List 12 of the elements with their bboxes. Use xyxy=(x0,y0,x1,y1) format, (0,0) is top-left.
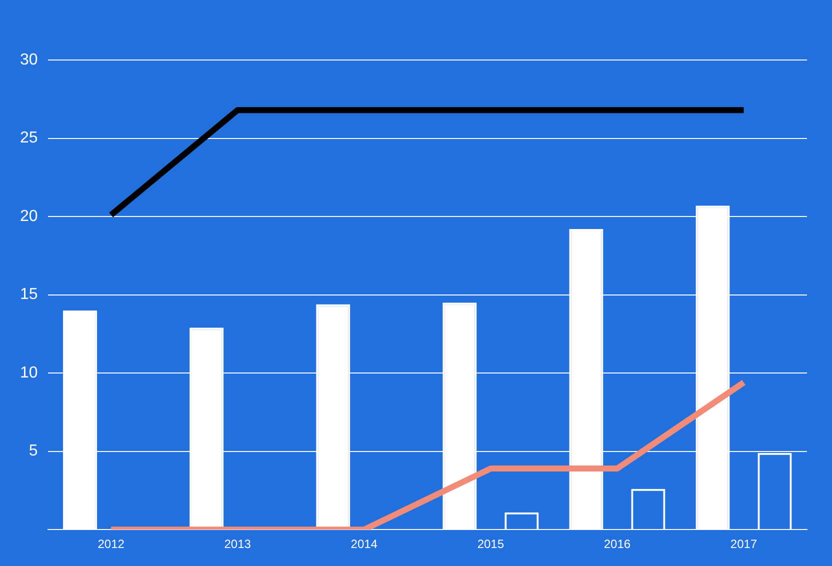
y-tick-label: 10 xyxy=(20,364,38,382)
x-tick-label: 2014 xyxy=(350,537,378,552)
y-tick-label: 5 xyxy=(28,442,38,460)
y-tick-label: 20 xyxy=(20,208,38,225)
x-tick-label: 2017 xyxy=(730,537,758,552)
x-tick-label: 2016 xyxy=(604,537,631,552)
y-tick-label: 15 xyxy=(20,286,38,304)
x-tick-label: 2012 xyxy=(98,537,125,552)
x-tick-label: 2015 xyxy=(477,537,504,552)
y-tick-label: 25 xyxy=(20,130,38,147)
x-tick-label: 2013 xyxy=(224,537,252,552)
y-tick-label: 30 xyxy=(20,51,38,68)
